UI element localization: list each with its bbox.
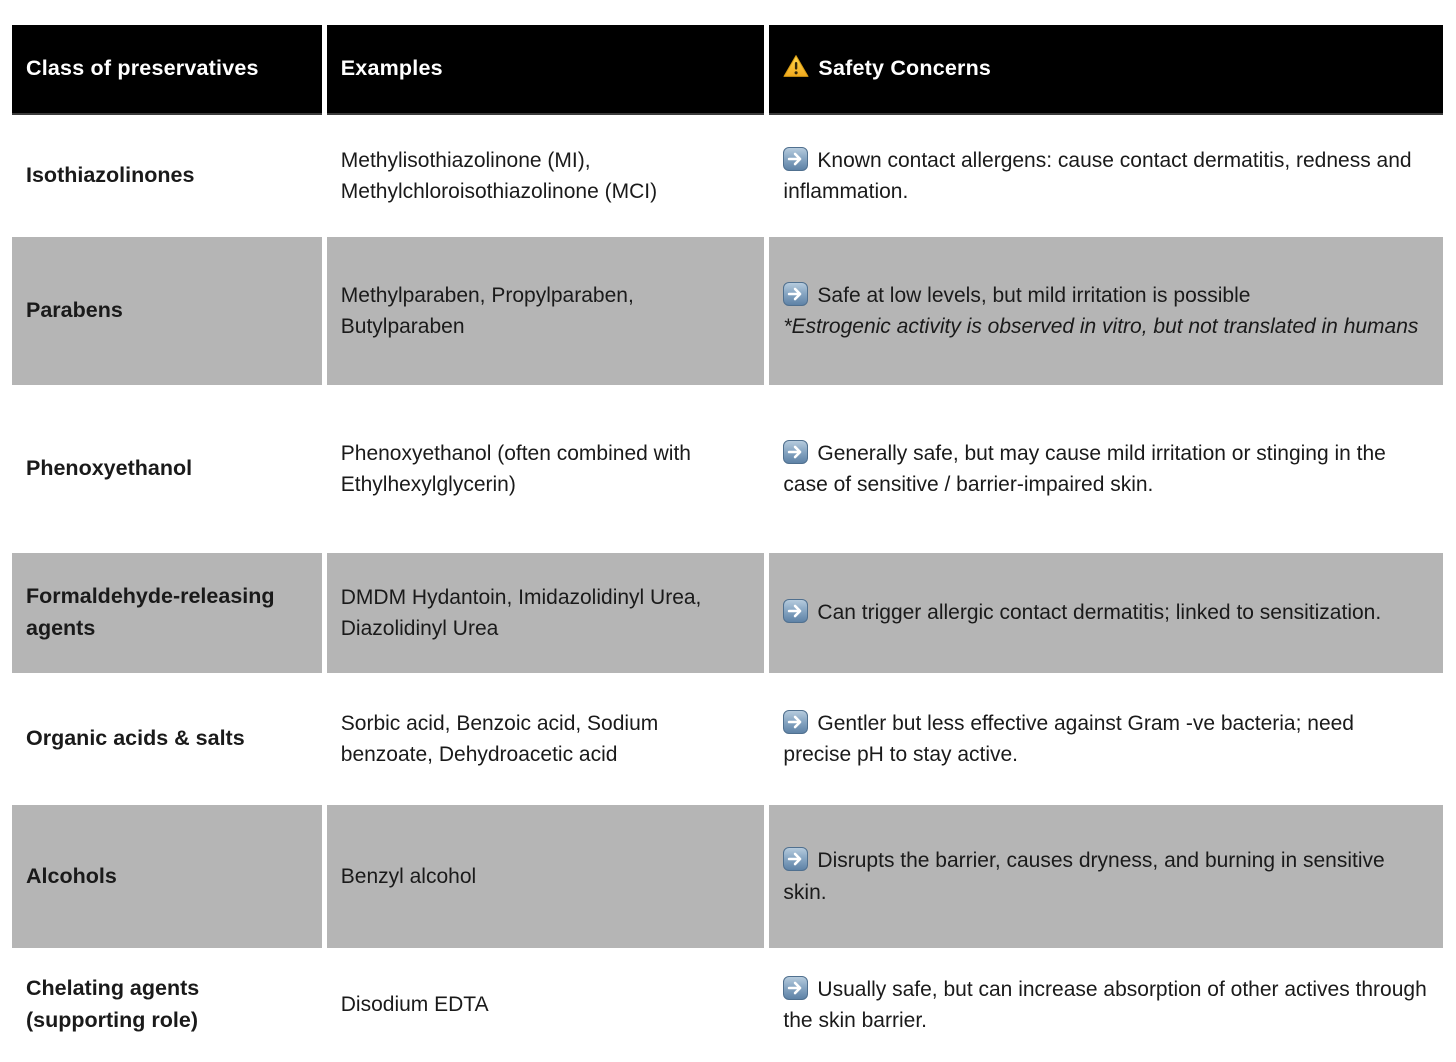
warning-triangle-icon [783,54,809,78]
examples-cell: Methylisothiazolinone (MI), Methylchloro… [326,120,765,232]
safety-text: Usually safe, but can increase absorptio… [783,977,1427,1032]
header-safety-concerns: Safety Concerns [769,25,1443,115]
safety-text: Can trigger allergic contact dermatitis;… [817,601,1382,625]
examples-cell: Disodium EDTA [326,953,765,1057]
examples-cell: Sorbic acid, Benzoic acid, Sodium benzoa… [326,678,765,800]
table-row-phenoxyethanol: Phenoxyethanol Phenoxyethanol (often com… [12,390,1443,548]
table-row-chelating-agents: Chelating agents (supporting role) Disod… [12,953,1443,1057]
table-header: Class of preservatives Examples Safety C… [12,25,1443,115]
safety-cell: Usually safe, but can increase absorptio… [769,953,1443,1057]
safety-text: Gentler but less effective against Gram … [783,711,1354,766]
table-row-formaldehyde-releasing-agents: Formaldehyde-releasing agents DMDM Hydan… [12,553,1443,673]
safety-text: Known contact allergens: cause contact d… [783,148,1412,203]
arrow-right-icon [783,439,809,464]
class-cell: Phenoxyethanol [12,390,322,548]
safety-note: *Estrogenic activity is observed in vitr… [783,315,1419,338]
arrow-right-icon [783,975,809,1000]
arrow-right-icon [783,281,809,306]
class-cell: Alcohols [12,805,322,948]
safety-text: Generally safe, but may cause mild irrit… [783,441,1386,496]
safety-text: Safe at low levels, but mild irritation … [817,283,1251,307]
table-row-isothiazolinones: Isothiazolinones Methylisothiazolinone (… [12,120,1443,232]
examples-cell: Methylparaben, Propylparaben, Butylparab… [326,237,765,385]
arrow-right-icon [783,599,809,624]
header-safety-label: Safety Concerns [818,56,992,81]
safety-cell: Known contact allergens: cause contact d… [769,120,1443,232]
class-cell: Formaldehyde-releasing agents [12,553,322,673]
examples-cell: Phenoxyethanol (often combined with Ethy… [326,390,765,548]
arrow-right-icon [783,146,809,171]
safety-cell: Can trigger allergic contact dermatitis;… [769,553,1443,673]
arrow-right-icon [783,847,809,872]
safety-cell: Generally safe, but may cause mild irrit… [769,390,1443,548]
class-cell: Chelating agents (supporting role) [12,953,322,1057]
table-row-parabens: Parabens Methylparaben, Propylparaben, B… [12,237,1443,385]
table-row-alcohols: Alcohols Benzyl alcohol Disrupts the bar… [12,805,1443,948]
header-examples-label: Examples [340,56,443,81]
safety-cell: Gentler but less effective against Gram … [769,678,1443,800]
table-row-organic-acids-salts: Organic acids & salts Sorbic acid, Benzo… [12,678,1443,800]
safety-text: Disrupts the barrier, causes dryness, an… [783,849,1385,904]
arrow-right-icon [783,709,809,734]
header-class-label: Class of preservatives [26,56,259,81]
safety-cell: Safe at low levels, but mild irritation … [769,237,1443,385]
safety-cell: Disrupts the barrier, causes dryness, an… [769,805,1443,948]
class-cell: Isothiazolinones [12,120,322,232]
header-class-of-preservatives: Class of preservatives [12,25,322,115]
class-cell: Parabens [12,237,322,385]
examples-cell: DMDM Hydantoin, Imidazolidinyl Urea, Dia… [326,553,765,673]
preservatives-table: Class of preservatives Examples Safety C… [7,20,1448,1062]
header-examples: Examples [326,25,765,115]
examples-cell: Benzyl alcohol [326,805,765,948]
class-cell: Organic acids & salts [12,678,322,800]
